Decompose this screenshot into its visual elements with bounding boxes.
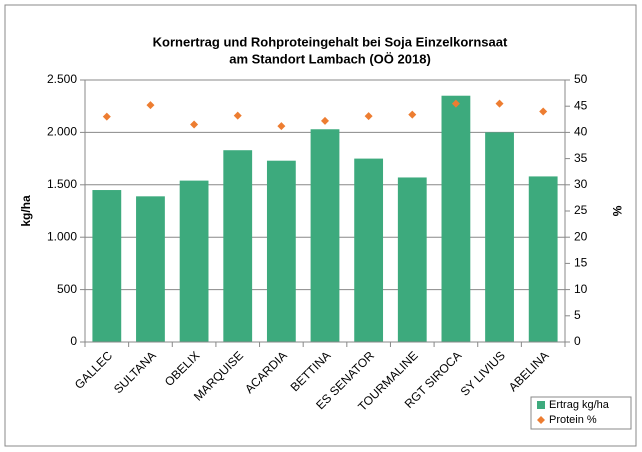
y2-tick-label: 15: [574, 256, 588, 270]
bar: [136, 196, 165, 342]
y2-tick-label: 0: [574, 334, 581, 348]
bar: [528, 176, 558, 342]
y-axis-label: kg/ha: [19, 195, 33, 227]
y2-tick-label: 10: [574, 282, 588, 296]
y-tick-label: 2.000: [47, 125, 77, 139]
marker: [495, 99, 504, 108]
bar: [441, 95, 471, 342]
marker: [277, 122, 286, 131]
marker: [321, 116, 329, 125]
legend-label: Ertrag kg/ha: [549, 399, 610, 411]
marker: [408, 110, 417, 119]
bar: [266, 160, 296, 342]
y-tick-label: 1.500: [47, 177, 77, 191]
marker: [233, 111, 242, 120]
marker: [364, 112, 373, 121]
y2-tick-label: 35: [574, 151, 588, 165]
y2-tick-label: 5: [574, 308, 581, 322]
y-tick-label: 0: [70, 334, 77, 348]
legend-label: Protein %: [549, 414, 597, 426]
y-tick-label: 1.000: [47, 229, 77, 243]
legend-box: [530, 396, 632, 430]
y2-tick-label: 20: [574, 229, 588, 243]
bar: [485, 132, 514, 342]
bar: [354, 158, 384, 342]
legend-swatch: [537, 416, 545, 424]
marker: [539, 107, 548, 116]
bar: [310, 129, 340, 342]
y2-tick-label: 40: [574, 125, 588, 139]
marker: [451, 99, 460, 108]
chart-title: Kornertrag und Rohproteingehalt bei Soja…: [153, 34, 508, 49]
y-tick-label: 500: [57, 282, 77, 296]
bar: [223, 150, 253, 342]
y2-tick-label: 30: [574, 177, 588, 191]
y2-tick-label: 50: [574, 72, 588, 86]
marker: [190, 120, 199, 129]
legend-swatch: [537, 401, 545, 409]
bar: [92, 190, 122, 342]
y2-axis-label: %: [610, 206, 624, 217]
y-tick-label: 2.500: [47, 72, 77, 86]
marker: [102, 112, 111, 121]
bar: [179, 180, 209, 342]
chart-title: am Standort Lambach (OÖ 2018): [229, 51, 431, 66]
marker: [146, 101, 155, 110]
y2-tick-label: 45: [574, 98, 588, 112]
y2-tick-label: 25: [574, 203, 588, 217]
bar: [397, 177, 427, 342]
